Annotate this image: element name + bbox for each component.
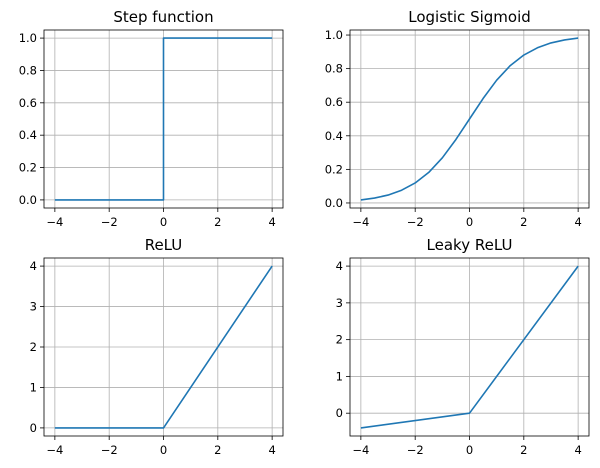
x-tick-label: 0 <box>160 215 167 229</box>
y-tick-label: 0.4 <box>19 128 37 142</box>
x-tick-label: 2 <box>520 443 527 457</box>
chart-leaky-relu: −4 −2 0 2 4 0 1 2 3 4 Leaky ReLU <box>336 236 590 457</box>
x-tick-label: 0 <box>160 443 167 457</box>
x-tick-label: 4 <box>268 215 275 229</box>
y-tick-label: 0.2 <box>19 161 37 175</box>
y-tick-label: 0.6 <box>325 95 343 109</box>
y-tick-label: 0.6 <box>19 96 37 110</box>
y-tick-label: 0.0 <box>325 196 343 210</box>
x-tick-label: −4 <box>352 443 369 457</box>
chart-title: ReLU <box>145 236 183 254</box>
y-tick-label: 4 <box>30 259 37 273</box>
chart-sigmoid: −4 −2 0 2 4 0.0 0.2 0.4 0.6 0.8 1.0 Logistic Sigmoi… <box>325 8 590 229</box>
y-tick-label: 4 <box>336 259 343 273</box>
x-tick-label: −2 <box>407 443 424 457</box>
y-tick-label: 3 <box>336 296 343 310</box>
y-tick-label: 1.0 <box>325 28 343 42</box>
y-tick-label: 1.0 <box>19 31 37 45</box>
series-line-sigmoid <box>360 37 579 201</box>
x-tick-label: 4 <box>574 215 581 229</box>
y-tick-label: 2 <box>336 333 343 347</box>
series-line-leaky_relu <box>360 265 579 429</box>
x-tick-label: −4 <box>46 215 63 229</box>
chart-step: −4 −2 0 2 4 0.0 0.2 0.4 0.6 0.8 1.0 Step function <box>19 8 284 229</box>
x-tick-label: −4 <box>46 443 63 457</box>
x-tick-label: 2 <box>214 443 221 457</box>
y-tick-label: 0.8 <box>19 63 37 77</box>
y-tick-label: 0 <box>30 421 37 435</box>
x-tick-label: −2 <box>101 443 118 457</box>
x-tick-label: 2 <box>214 215 221 229</box>
y-tick-label: 1 <box>30 380 37 394</box>
y-tick-label: 0.4 <box>325 129 343 143</box>
y-tick-label: 0.8 <box>325 62 343 76</box>
x-tick-label: 4 <box>574 443 581 457</box>
x-tick-label: 4 <box>268 443 275 457</box>
series-line-step <box>54 37 273 201</box>
y-tick-label: 3 <box>30 300 37 314</box>
y-tick-label: 2 <box>30 340 37 354</box>
y-tick-label: 0.0 <box>19 193 37 207</box>
y-tick-label: 1 <box>336 369 343 383</box>
chart-relu: −4 −2 0 2 4 0 1 2 3 4 ReLU <box>30 236 284 457</box>
y-tick-label: 0 <box>336 406 343 420</box>
x-tick-label: −4 <box>352 215 369 229</box>
x-tick-label: −2 <box>101 215 118 229</box>
x-tick-label: 0 <box>466 215 473 229</box>
chart-title: Leaky ReLU <box>427 236 513 254</box>
x-tick-label: −2 <box>407 215 424 229</box>
chart-title: Logistic Sigmoid <box>408 8 531 26</box>
x-tick-label: 0 <box>466 443 473 457</box>
y-tick-label: 0.2 <box>325 162 343 176</box>
x-tick-label: 2 <box>520 215 527 229</box>
series-line-relu <box>54 265 273 429</box>
chart-title: Step function <box>113 8 213 26</box>
